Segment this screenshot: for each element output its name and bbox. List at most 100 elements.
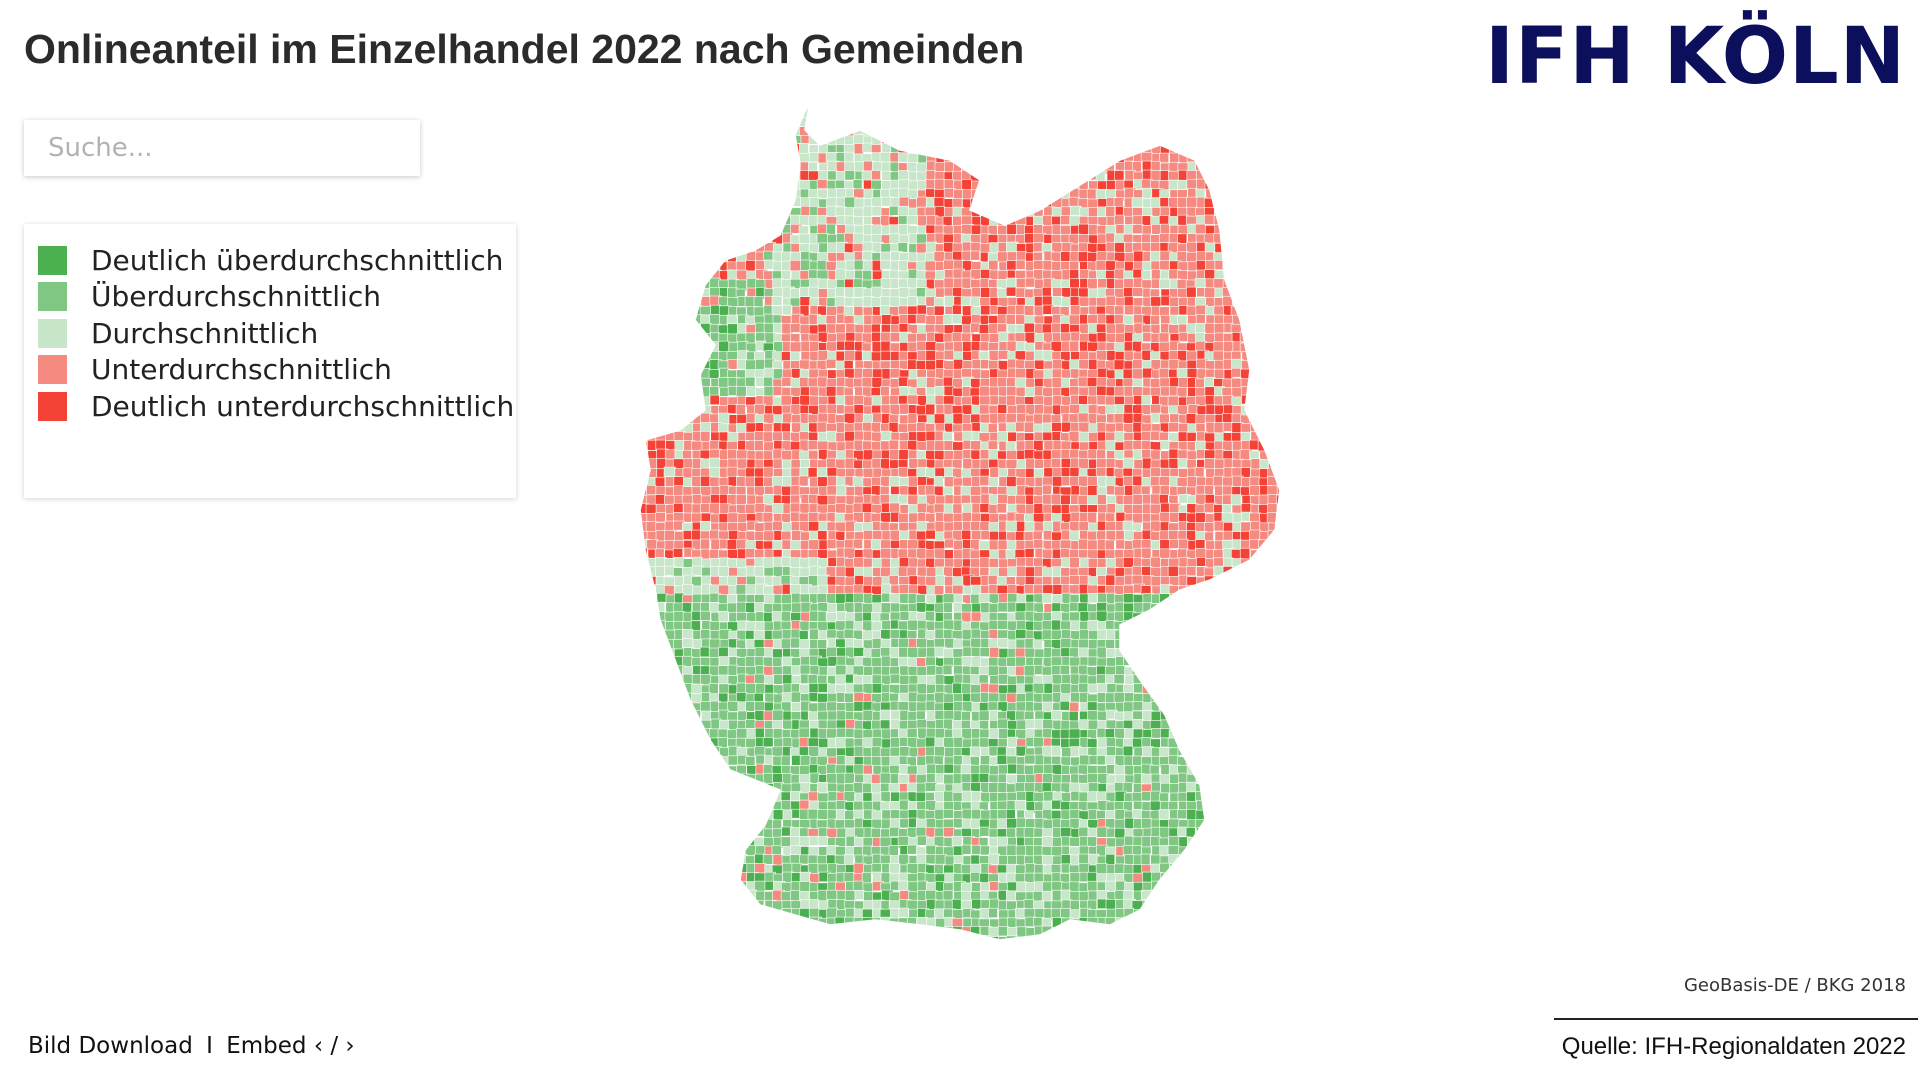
municipality-cell[interactable] <box>1159 278 1171 289</box>
municipality-cell[interactable] <box>782 153 793 164</box>
municipality-cell[interactable] <box>717 225 730 236</box>
municipality-cell[interactable] <box>1068 430 1081 443</box>
municipality-cell[interactable] <box>1114 323 1126 334</box>
municipality-cell[interactable] <box>1232 234 1244 245</box>
municipality-cell[interactable] <box>665 205 676 218</box>
municipality-cell[interactable] <box>1087 495 1099 505</box>
municipality-cell[interactable] <box>682 207 695 219</box>
municipality-cell[interactable] <box>843 412 856 424</box>
municipality-cell[interactable] <box>934 520 945 534</box>
municipality-cell[interactable] <box>647 198 658 211</box>
municipality-cell[interactable] <box>637 117 650 128</box>
municipality-cell[interactable] <box>639 296 650 307</box>
municipality-cell[interactable] <box>1276 297 1288 308</box>
municipality-cell[interactable] <box>1150 124 1163 136</box>
municipality-cell[interactable] <box>727 403 738 414</box>
municipality-cell[interactable] <box>962 143 975 155</box>
municipality-cell[interactable] <box>1258 575 1270 588</box>
municipality-cell[interactable] <box>1231 611 1243 624</box>
municipality-cell[interactable] <box>638 305 648 315</box>
municipality-cell[interactable] <box>718 142 730 155</box>
municipality-cell[interactable] <box>755 214 767 228</box>
municipality-cell[interactable] <box>1231 160 1244 173</box>
municipality-cell[interactable] <box>682 404 695 417</box>
municipality-cell[interactable] <box>655 638 667 649</box>
municipality-cell[interactable] <box>1115 107 1127 120</box>
municipality-cell[interactable] <box>1286 584 1297 595</box>
municipality-cell[interactable] <box>620 422 629 433</box>
municipality-cell[interactable] <box>1023 584 1034 594</box>
municipality-cell[interactable] <box>906 99 918 109</box>
municipality-cell[interactable] <box>915 108 929 121</box>
municipality-cell[interactable] <box>1123 549 1135 559</box>
municipality-cell[interactable] <box>916 376 928 389</box>
municipality-cell[interactable] <box>1007 179 1018 190</box>
municipality-cell[interactable] <box>1240 593 1251 604</box>
municipality-cell[interactable] <box>817 412 829 423</box>
legend-item[interactable]: Deutlich überdurchschnittlich <box>38 242 516 279</box>
municipality-cell[interactable] <box>962 107 974 119</box>
municipality-cell[interactable] <box>1268 179 1280 190</box>
municipality-cell[interactable] <box>638 413 648 424</box>
municipality-cell[interactable] <box>1042 161 1055 173</box>
municipality-cell[interactable] <box>683 314 696 326</box>
municipality-cell[interactable] <box>908 115 920 129</box>
municipality-cell[interactable] <box>1160 657 1172 670</box>
municipality-cell[interactable] <box>638 665 649 676</box>
municipality-cell[interactable] <box>789 637 801 649</box>
municipality-cell[interactable] <box>647 215 660 226</box>
municipality-cell[interactable] <box>1275 215 1285 228</box>
municipality-cell[interactable] <box>755 225 769 238</box>
municipality-cell[interactable] <box>755 332 766 343</box>
municipality-cell[interactable] <box>961 628 972 641</box>
municipality-cell[interactable] <box>1060 161 1072 173</box>
municipality-cell[interactable] <box>629 127 638 139</box>
municipality-cell[interactable] <box>1158 639 1170 650</box>
municipality-cell[interactable] <box>672 234 684 245</box>
municipality-cell[interactable] <box>699 610 711 621</box>
municipality-cell[interactable] <box>692 162 704 173</box>
municipality-cell[interactable] <box>799 296 811 307</box>
municipality-cell[interactable] <box>970 162 982 176</box>
municipality-cell[interactable] <box>1258 242 1271 253</box>
municipality-cell[interactable] <box>647 630 660 642</box>
municipality-cell[interactable] <box>997 205 1010 219</box>
municipality-cell[interactable] <box>980 530 991 540</box>
municipality-cell[interactable] <box>1268 143 1280 155</box>
municipality-cell[interactable] <box>1195 314 1206 325</box>
municipality-cell[interactable] <box>907 268 919 280</box>
municipality-cell[interactable] <box>1142 630 1152 642</box>
municipality-cell[interactable] <box>682 655 694 667</box>
municipality-cell[interactable] <box>701 242 714 254</box>
municipality-cell[interactable] <box>1025 170 1038 182</box>
municipality-cell[interactable] <box>655 188 667 200</box>
municipality-cell[interactable] <box>1222 657 1235 669</box>
municipality-cell[interactable] <box>1240 135 1251 148</box>
municipality-cell[interactable] <box>997 153 1009 164</box>
municipality-cell[interactable] <box>1140 485 1151 496</box>
municipality-cell[interactable] <box>663 180 677 192</box>
municipality-cell[interactable] <box>934 143 946 154</box>
municipality-cell[interactable] <box>942 108 955 119</box>
municipality-cell[interactable] <box>763 107 775 117</box>
municipality-cell[interactable] <box>1114 117 1127 129</box>
municipality-cell[interactable] <box>1051 144 1062 154</box>
municipality-cell[interactable] <box>1095 135 1108 148</box>
municipality-cell[interactable] <box>1052 153 1065 165</box>
municipality-cell[interactable] <box>879 106 892 118</box>
municipality-cell[interactable] <box>862 142 873 153</box>
municipality-cell[interactable] <box>853 99 865 110</box>
municipality-cell[interactable] <box>1050 115 1063 129</box>
municipality-cell[interactable] <box>825 386 837 398</box>
municipality-cell[interactable] <box>1087 341 1100 352</box>
municipality-cell[interactable] <box>1277 341 1287 352</box>
municipality-cell[interactable] <box>1050 170 1063 181</box>
municipality-cell[interactable] <box>1205 611 1218 624</box>
municipality-cell[interactable] <box>1186 432 1197 442</box>
municipality-cell[interactable] <box>1268 367 1279 379</box>
municipality-cell[interactable] <box>710 241 721 255</box>
municipality-cell[interactable] <box>809 90 821 103</box>
municipality-cell[interactable] <box>1259 314 1270 326</box>
municipality-cell[interactable] <box>1042 593 1052 604</box>
municipality-cell[interactable] <box>663 270 677 283</box>
